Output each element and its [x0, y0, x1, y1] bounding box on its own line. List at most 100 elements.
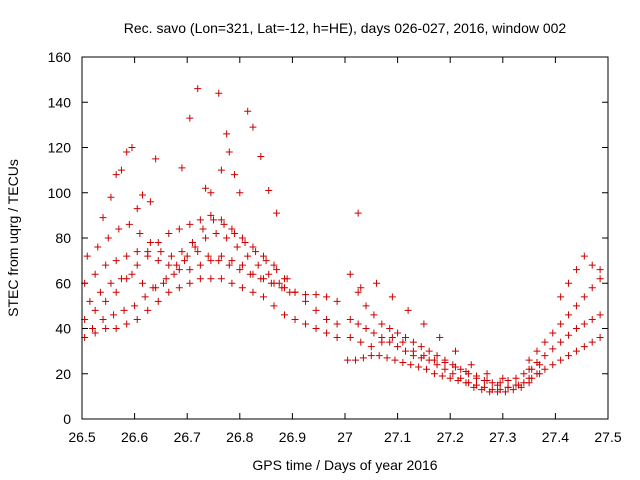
data-point-prn-e: [265, 270, 273, 278]
data-point-prn-h: [354, 320, 362, 328]
y-tick-label: 80: [55, 230, 71, 246]
data-point-prn-c: [186, 279, 194, 287]
data-point-prn-b: [175, 225, 183, 233]
data-point-prn-f: [183, 252, 191, 260]
y-tick-label: 140: [48, 94, 72, 110]
data-point-prn-j: [430, 356, 438, 364]
data-point-prn-e: [254, 261, 262, 269]
data-point-prn-j: [346, 334, 354, 342]
data-point-prn-i: [407, 361, 415, 369]
data-point-prn-b: [154, 239, 162, 247]
data-point-prn-f: [194, 248, 202, 256]
data-point-prn-m: [572, 325, 580, 332]
data-point-prn-e: [117, 275, 125, 283]
data-point-prn-e: [233, 243, 241, 251]
data-point-outliers: [244, 107, 252, 115]
data-point-prn-c: [302, 320, 310, 328]
data-point-prn-d: [283, 275, 291, 283]
data-point-prn-d: [199, 225, 207, 233]
data-point-prn-a: [133, 248, 141, 256]
data-point-prn-g: [520, 370, 528, 378]
x-tick-label: 27: [337, 429, 353, 445]
axis-ticks: 26.5 26.6 26.7 26.8 26.9 27 27.1 27.2 27.3 27.4 27…: [48, 49, 622, 445]
data-point-prn-i: [509, 386, 517, 394]
data-point-prn-e: [244, 252, 252, 260]
data-point-prn-i: [391, 356, 399, 364]
data-point-prn-d: [115, 225, 123, 233]
data-point-outliers: [138, 191, 146, 199]
data-point-prn-n: [580, 293, 588, 301]
data-point-prn-a: [123, 252, 131, 260]
data-point-prn-c: [154, 297, 162, 305]
data-point-prn-f: [225, 261, 233, 269]
y-tick-label: 60: [55, 275, 71, 291]
data-point-prn-e: [160, 279, 168, 287]
data-point-outliers: [146, 198, 154, 206]
data-point-prn-k: [436, 334, 444, 342]
data-point-prn-j: [515, 381, 523, 389]
data-point-prn-c: [312, 325, 320, 332]
x-tick-label: 27.2: [437, 429, 464, 445]
data-point-prn-h: [370, 329, 378, 337]
data-point-prn-d: [188, 239, 196, 247]
data-point-prn-d: [146, 239, 154, 247]
data-point-prn-b: [333, 320, 341, 328]
data-point-prn-g: [386, 325, 394, 332]
data-point-prn-j: [451, 363, 459, 371]
data-points: [81, 85, 604, 396]
data-point-prn-c: [228, 279, 236, 287]
data-point-prn-b: [312, 306, 320, 314]
data-point-prn-c: [112, 325, 120, 332]
data-point-prn-b: [91, 306, 99, 314]
data-point-prn-m: [596, 311, 604, 319]
data-point-prn-i: [352, 356, 360, 364]
data-point-prn-k: [388, 293, 396, 301]
data-point-prn-b: [238, 234, 246, 242]
data-point-prn-l: [565, 352, 573, 360]
data-point-prn-a: [238, 261, 246, 269]
data-point-prn-l: [525, 374, 533, 382]
data-point-outliers: [257, 153, 265, 161]
data-point-prn-l: [572, 347, 580, 355]
data-point-prn-c: [165, 288, 173, 296]
data-point-prn-i: [438, 372, 446, 380]
data-point-prn-j: [378, 338, 386, 346]
data-point-prn-f: [278, 284, 286, 292]
data-point-prn-f: [204, 252, 212, 260]
y-tick-label: 100: [48, 185, 72, 201]
data-point-prn-f: [215, 257, 223, 265]
data-point-outliers: [202, 184, 210, 192]
data-point-outliers: [112, 171, 120, 179]
data-point-prn-j: [462, 367, 470, 375]
data-point-prn-g: [394, 329, 402, 337]
data-point-prn-l: [588, 338, 596, 346]
data-point-prn-f: [131, 302, 139, 310]
data-point-prn-i: [359, 354, 367, 362]
data-point-prn-d: [157, 248, 165, 256]
data-point-prn-b: [165, 229, 173, 237]
data-point-prn-b: [249, 243, 257, 251]
data-point-prn-g: [433, 352, 441, 360]
data-point-prn-m: [557, 338, 565, 346]
data-point-prn-d: [125, 220, 133, 228]
data-point-prn-e: [202, 234, 210, 242]
data-point-prn-n: [572, 302, 580, 310]
data-point-prn-c: [217, 275, 225, 283]
data-point-outliers: [236, 189, 244, 197]
data-point-prn-b: [102, 297, 110, 305]
data-point-prn-g: [354, 288, 362, 296]
data-point-outliers: [215, 89, 223, 97]
data-point-prn-n: [588, 284, 596, 292]
data-point-prn-e: [128, 270, 136, 278]
data-point-prn-a: [228, 257, 236, 265]
data-point-outliers: [178, 164, 186, 172]
data-point-prn-a: [102, 261, 110, 269]
data-point-prn-b: [302, 297, 310, 305]
x-tick-label: 26.5: [68, 429, 95, 445]
data-point-outliers: [265, 186, 273, 194]
data-point-prn-f: [89, 325, 97, 332]
data-point-outliers: [186, 114, 194, 122]
data-point-prn-a: [333, 297, 341, 305]
data-point-prn-a: [165, 261, 173, 269]
data-point-prn-g: [425, 347, 433, 355]
